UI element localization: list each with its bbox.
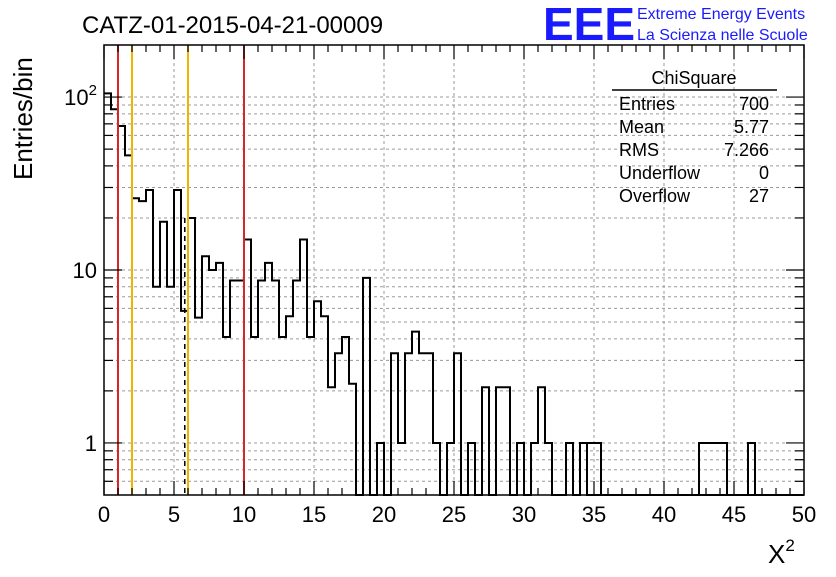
stats-row-value: 0 [759, 163, 769, 183]
stats-box-name: ChiSquare [651, 68, 736, 88]
histogram-bar [747, 441, 756, 495]
x-tick-label: 5 [168, 502, 180, 527]
stats-row-value: 700 [739, 94, 769, 114]
x-tick-label: 45 [722, 502, 746, 527]
stats-row-label: Entries [619, 94, 675, 114]
y-tick-label: 102 [64, 82, 97, 110]
x-tick-label: 25 [442, 502, 466, 527]
eee-logo-mark: EEE [543, 0, 635, 50]
stats-row-value: 7.266 [724, 140, 769, 160]
stats-rows: Entries 700 Mean 5.77 RMS 7.266 Underflow 0 Over… [619, 94, 769, 206]
x-axis-title: X2 [768, 536, 795, 569]
x-tick-label: 15 [302, 502, 326, 527]
stats-row-label: Overflow [619, 186, 691, 206]
x-tick-labels: 0 5 10 15 20 25 30 35 40 45 50 [98, 502, 816, 527]
eee-logo-line2: La Scienza nelle Scuole [637, 27, 808, 44]
chart-title: CATZ-01-2015-04-21-00009 [82, 12, 383, 39]
stats-row-label: Mean [619, 117, 664, 137]
x-tick-label: 10 [232, 502, 256, 527]
stats-row-value: 5.77 [734, 117, 769, 137]
stats-row-value: 27 [749, 186, 769, 206]
y-tick-labels: 1 10 102 [64, 82, 97, 456]
x-tick-label: 50 [792, 502, 816, 527]
y-tick-label: 1 [85, 431, 97, 456]
eee-logo-line1: Extreme Energy Events [637, 6, 805, 23]
stats-box: ChiSquare Entries 700 Mean 5.77 RMS 7.266 Unde… [612, 68, 777, 206]
y-tick-label: 10 [73, 258, 97, 283]
x-tick-label: 40 [652, 502, 676, 527]
stats-row-label: RMS [619, 140, 659, 160]
x-tick-label: 35 [582, 502, 606, 527]
x-tick-label: 20 [372, 502, 396, 527]
histogram-bar [698, 441, 728, 495]
x-tick-label: 0 [98, 502, 110, 527]
y-axis-title: Entries/bin [8, 57, 38, 180]
histogram-bar [579, 441, 602, 495]
x-tick-label: 30 [512, 502, 536, 527]
axis-ticks [103, 45, 805, 495]
stats-row-label: Underflow [619, 163, 701, 183]
